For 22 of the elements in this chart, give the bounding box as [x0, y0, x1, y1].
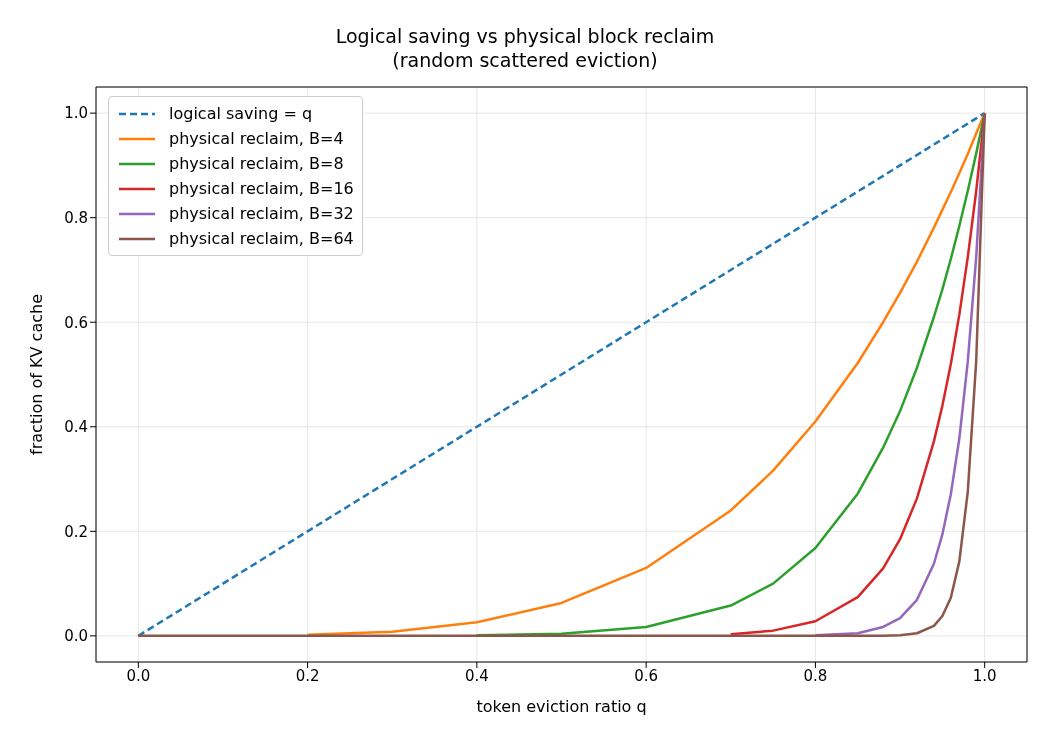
legend-label: physical reclaim, B=32	[169, 204, 354, 223]
x-tick-label: 0.4	[464, 666, 489, 685]
x-tick-label: 0.2	[295, 666, 320, 685]
y-tick-label: 1.0	[64, 104, 88, 123]
y-tick-label: 0.6	[64, 313, 88, 332]
legend-label: physical reclaim, B=16	[169, 179, 354, 198]
legend-label: physical reclaim, B=8	[169, 154, 344, 173]
legend-label: logical saving = q	[169, 104, 313, 123]
x-tick-label: 1.0	[972, 666, 997, 685]
x-axis-title: token eviction ratio q	[476, 697, 647, 716]
x-tick-label: 0.0	[126, 666, 151, 685]
x-tick-label: 0.8	[803, 666, 828, 685]
chart-subtitle: (random scattered eviction)	[391, 48, 659, 72]
legend-label: physical reclaim, B=4	[169, 129, 344, 148]
x-tick-label: 0.6	[634, 666, 659, 685]
y-tick-label: 0.2	[64, 522, 88, 541]
y-tick-label: 0.8	[64, 209, 88, 228]
legend-label: physical reclaim, B=64	[169, 229, 354, 248]
y-tick-label: 0.4	[64, 418, 88, 437]
chart-title: Logical saving vs physical block reclaim	[334, 24, 716, 48]
y-tick-label: 0.0	[64, 627, 88, 646]
y-axis-title: fraction of KV cache	[26, 294, 46, 455]
